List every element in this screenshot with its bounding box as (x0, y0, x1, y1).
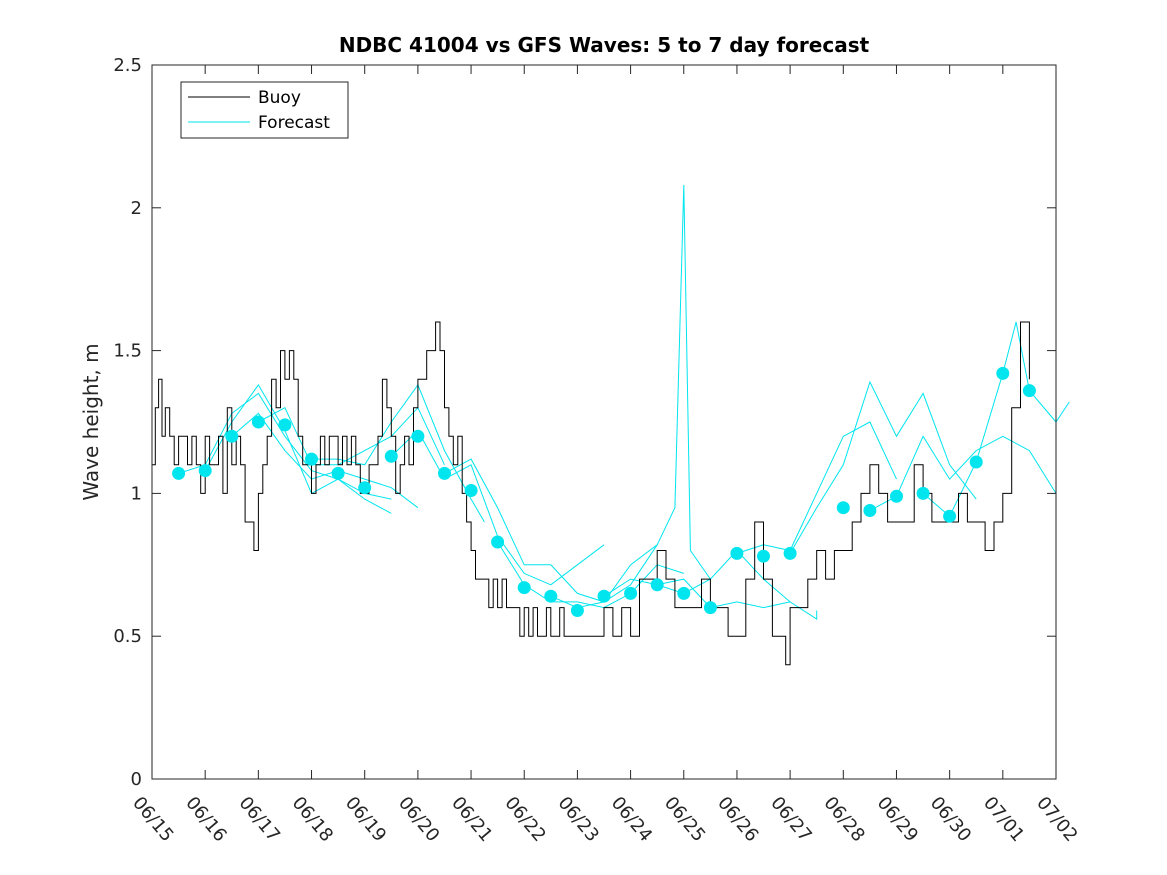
forecast-marker-8 (384, 449, 398, 463)
x-axis: 06/15 06/16 06/17 06/18 06/19 06/20 06/21 06/22… (128, 65, 1082, 846)
forecast-marker-3 (251, 415, 265, 429)
x-tick-label: 06/19 (341, 793, 390, 846)
forecast-marker-25 (863, 504, 877, 517)
forecast-line-10 (657, 549, 818, 621)
forecast-line-9 (603, 578, 791, 609)
y-axis-label: Wave height, m (79, 343, 103, 500)
forecast-marker-23 (783, 546, 797, 560)
forecast-line-0 (178, 392, 392, 514)
forecast-marker-20 (703, 601, 717, 615)
forecast-marker-7 (358, 481, 372, 495)
forecast-marker-21 (730, 546, 744, 560)
axes-box (151, 64, 1057, 780)
x-tick-label: 06/17 (235, 793, 284, 846)
forecast-marker-16 (597, 589, 611, 603)
y-tick-label: 2.5 (113, 55, 142, 76)
x-tick-label: 06/22 (500, 793, 549, 846)
y-tick-label: 1.5 (113, 341, 142, 362)
forecast-marker-1 (198, 464, 212, 478)
x-tick-label: 06/15 (128, 793, 177, 846)
forecast-marker-26 (890, 489, 903, 503)
x-tick-label: 06/18 (288, 793, 337, 846)
forecast-marker-2 (225, 429, 239, 443)
forecast-line-6 (444, 458, 658, 603)
forecast-line-14 (922, 321, 1070, 518)
x-tick-label: 06/27 (766, 793, 815, 846)
x-tick-label: 07/01 (979, 793, 1028, 846)
legend-label-buoy: Buoy (258, 88, 301, 108)
forecast-line-11 (736, 421, 897, 554)
legend-label-forecast: Forecast (258, 113, 330, 133)
forecast-marker-12 (491, 535, 505, 549)
y-tick-label: 0 (131, 769, 142, 790)
forecast-marker-27 (916, 486, 930, 500)
forecast-line-8 (550, 184, 711, 609)
x-tick-label: 06/16 (181, 793, 230, 846)
x-tick-label: 06/21 (447, 793, 496, 846)
forecast-marker-4 (278, 418, 292, 432)
forecast-marker-11 (464, 484, 478, 497)
forecast-marker-10 (438, 466, 451, 480)
y-tick-label: 1 (131, 483, 142, 504)
forecast-line-4 (311, 383, 485, 523)
forecast-marker-19 (677, 586, 691, 600)
forecast-marker-0 (172, 466, 186, 480)
forecast-line-12 (789, 380, 977, 554)
forecast-marker-28 (943, 509, 957, 523)
forecast-line-13 (869, 435, 1057, 511)
y-axis: 0 0.5 1 1.5 2 2.5 (113, 55, 1056, 790)
y-tick-label: 2 (131, 198, 142, 219)
x-tick-label: 06/28 (819, 793, 868, 846)
y-tick-label: 0.5 (113, 626, 142, 647)
legend: Buoy Forecast (180, 81, 349, 139)
forecast-marker-30 (996, 366, 1010, 380)
chart-title: NDBC 41004 vs GFS Waves: 5 to 7 day fore… (339, 33, 870, 57)
forecast-marker-18 (650, 578, 664, 592)
forecast-marker-29 (969, 455, 983, 469)
forecast-marker-17 (624, 586, 638, 600)
buoy-line (152, 321, 1030, 666)
x-tick-label: 06/26 (713, 793, 762, 846)
forecast-marker-14 (544, 589, 558, 603)
plot-area (152, 184, 1070, 666)
forecast-marker-31 (1022, 384, 1036, 398)
x-tick-label: 06/24 (607, 793, 656, 846)
x-tick-label: 06/25 (660, 793, 709, 846)
x-tick-label: 06/20 (394, 793, 443, 846)
forecast-marker-6 (331, 466, 345, 480)
legend-box (180, 81, 349, 139)
x-tick-label: 07/02 (1032, 793, 1081, 846)
forecast-marker-15 (570, 604, 584, 617)
forecast-marker-22 (757, 549, 770, 563)
x-tick-label: 06/29 (873, 793, 922, 846)
forecast-marker-24 (836, 501, 850, 515)
forecast-marker-5 (305, 452, 318, 466)
x-tick-label: 06/30 (926, 793, 975, 846)
forecast-marker-13 (517, 581, 531, 595)
x-tick-label: 06/23 (554, 793, 603, 846)
forecast-marker-9 (411, 429, 425, 443)
